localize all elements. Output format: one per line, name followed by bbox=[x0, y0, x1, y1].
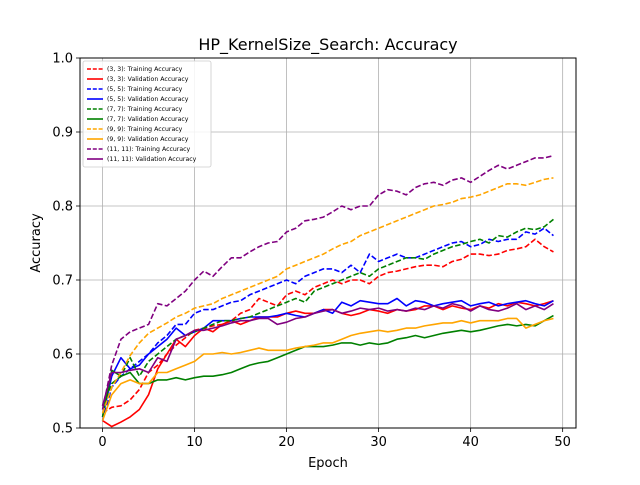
y-tick-label: 0.7 bbox=[52, 274, 73, 289]
series-line bbox=[101, 314, 554, 418]
y-tick-label: 0.9 bbox=[52, 126, 73, 141]
x-tick-label: 20 bbox=[278, 435, 295, 450]
x-tick-label: 0 bbox=[98, 435, 106, 450]
legend-label: (9, 9): Validation Accuracy bbox=[107, 136, 189, 143]
legend-label: (3, 3): Validation Accuracy bbox=[107, 76, 189, 83]
legend: (3, 3): Training Accuracy (3, 3): Validat… bbox=[82, 60, 212, 168]
x-tick-label: 30 bbox=[370, 435, 387, 450]
y-axis-label: Accuracy bbox=[29, 213, 44, 273]
series-line bbox=[101, 302, 554, 407]
legend-label: (11, 11): Validation Accuracy bbox=[107, 156, 197, 163]
legend-label: (7, 7): Training Accuracy bbox=[107, 106, 183, 113]
y-tick-label: 0.5 bbox=[52, 422, 73, 437]
legend-label: (5, 5): Training Accuracy bbox=[107, 86, 183, 93]
x-tick-label: 40 bbox=[462, 435, 479, 450]
legend-label: (3, 3): Training Accuracy bbox=[107, 66, 183, 73]
plot-area-frame bbox=[79, 57, 577, 429]
series-line bbox=[101, 317, 554, 421]
y-tick-label: 1.0 bbox=[52, 52, 73, 67]
chart-title: HP_KernelSize_Search: Accuracy bbox=[198, 35, 457, 55]
series-line bbox=[101, 227, 554, 421]
series-line bbox=[101, 154, 554, 410]
series-line bbox=[102, 238, 554, 414]
series-line bbox=[101, 297, 554, 418]
legend-label: (7, 7): Validation Accuracy bbox=[107, 116, 189, 123]
x-tick-label: 50 bbox=[554, 435, 571, 450]
legend-box bbox=[82, 60, 212, 168]
series-lines bbox=[101, 154, 554, 428]
legend-label: (5, 5): Validation Accuracy bbox=[107, 96, 189, 103]
legend-label: (9, 9): Training Accuracy bbox=[107, 126, 183, 133]
y-tick-label: 0.8 bbox=[52, 200, 73, 215]
legend-label: (11, 11): Training Accuracy bbox=[107, 146, 191, 153]
series-line bbox=[101, 177, 554, 414]
grid-lines bbox=[80, 57, 576, 429]
axis-ticks: 0 10 20 30 40 50 0.5 0.6 0.7 0.8 0.9 1.0 bbox=[52, 52, 571, 451]
x-axis-label: Epoch bbox=[308, 456, 348, 471]
y-tick-label: 0.6 bbox=[52, 348, 73, 363]
x-tick-label: 10 bbox=[186, 435, 203, 450]
